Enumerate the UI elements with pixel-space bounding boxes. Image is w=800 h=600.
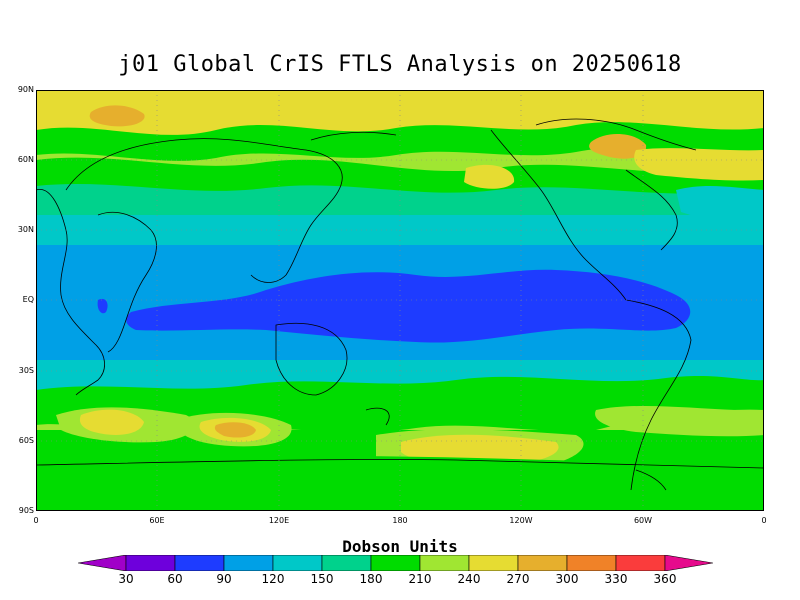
tropical-low-band: [126, 269, 691, 343]
colorbar-tick-label: 30: [118, 572, 134, 586]
yellow-patch-pac: [464, 164, 515, 189]
colorbar-tick-label: 240: [457, 572, 481, 586]
south-lightgreen-4: [595, 405, 764, 437]
yellow-patch-ne: [634, 148, 764, 181]
lon-tick-60e: 60E: [149, 516, 165, 525]
colorbar-tick-label: 360: [653, 572, 677, 586]
colorbar-arrow-high: [664, 555, 713, 571]
lat-tick-90s: 90S: [18, 506, 34, 515]
south-yellow-1: [79, 409, 144, 435]
lat-tick-90n: 90N: [17, 85, 34, 94]
south-orange-patch: [214, 422, 256, 438]
colorbar-title: Dobson Units: [342, 537, 458, 556]
lon-tick-0-right: 0: [761, 516, 767, 525]
colorbar-tick-label: 120: [261, 572, 285, 586]
colorbar-segment: [615, 555, 666, 571]
map-frame: [36, 90, 764, 511]
ozone-map: [36, 90, 764, 511]
colorbar-segment: [174, 555, 225, 571]
lon-tick-120w: 120W: [509, 516, 533, 525]
ozone-map-canvas: [36, 90, 764, 511]
lat-tick-60n: 60N: [17, 155, 34, 164]
colorbar-segment: [272, 555, 323, 571]
graticule: [36, 90, 764, 511]
lon-tick-60w: 60W: [633, 516, 653, 525]
lat-tick-30s: 30S: [18, 366, 34, 375]
north-green-wave: [36, 122, 764, 161]
chart-title: j01 Global CrIS FTLS Analysis on 2025061…: [118, 52, 682, 77]
lon-tick-0-left: 0: [33, 516, 39, 525]
colorbar-segment: [419, 555, 470, 571]
colorbar-tick-label: 90: [216, 572, 232, 586]
orange-patch-1: [89, 105, 145, 127]
colorbar: [78, 555, 713, 571]
tropical-low-africa: [97, 298, 108, 314]
lat-tick-60s: 60S: [18, 436, 34, 445]
colorbar-segment: [125, 555, 176, 571]
colorbar-arrow-low: [78, 555, 127, 571]
colorbar-tick-label: 180: [359, 572, 383, 586]
colorbar-tick-label: 300: [555, 572, 579, 586]
lon-tick-120e: 120E: [268, 516, 290, 525]
lon-tick-180: 180: [392, 516, 408, 525]
colorbar-segment: [321, 555, 372, 571]
colorbar-segment: [370, 555, 421, 571]
colorbar-segment: [468, 555, 519, 571]
colorbar-segment: [566, 555, 617, 571]
lat-tick-eq: EQ: [22, 295, 34, 304]
colorbar-tick-label: 210: [408, 572, 432, 586]
colorbar-tick-label: 270: [506, 572, 530, 586]
lat-tick-30n: 30N: [17, 225, 34, 234]
cyan-patch-atl: [676, 185, 764, 230]
colorbar-segment: [223, 555, 274, 571]
antarctic-coast-fill: [36, 456, 764, 511]
colorbar-tick-label: 150: [310, 572, 334, 586]
colorbar-tick-label: 60: [167, 572, 183, 586]
colorbar-tick-label: 330: [604, 572, 628, 586]
colorbar-segment: [517, 555, 568, 571]
orange-patch-2: [589, 134, 647, 159]
